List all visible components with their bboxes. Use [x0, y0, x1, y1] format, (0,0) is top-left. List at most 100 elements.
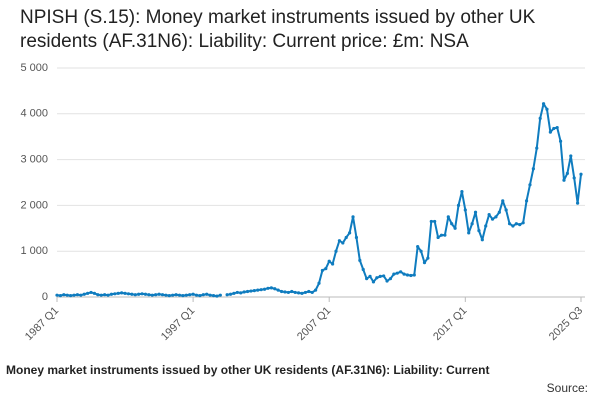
- data-point: [351, 215, 355, 219]
- data-point: [283, 290, 287, 294]
- data-point: [120, 291, 124, 295]
- data-point: [548, 130, 552, 134]
- data-point: [572, 176, 576, 180]
- data-point: [514, 222, 518, 226]
- data-point: [300, 291, 304, 295]
- data-point: [181, 294, 185, 298]
- data-point: [69, 294, 73, 298]
- data-point: [89, 290, 93, 295]
- data-point: [569, 154, 573, 158]
- data-point: [320, 268, 325, 273]
- data-point: [511, 224, 515, 228]
- data-point: [242, 290, 246, 294]
- data-point: [235, 290, 239, 295]
- data-point: [245, 289, 250, 294]
- data-point: [256, 288, 260, 292]
- data-point: [497, 210, 501, 214]
- data-point: [371, 280, 376, 284]
- data-point: [426, 256, 430, 260]
- data-point: [480, 238, 484, 242]
- data-point: [164, 293, 168, 297]
- data-point: [395, 271, 399, 275]
- data-point: [167, 294, 171, 298]
- y-tick-label: 5 000: [20, 62, 48, 74]
- data-point: [109, 292, 114, 296]
- x-tick-label: 1987 Q1: [23, 305, 61, 343]
- data-point: [378, 274, 382, 278]
- data-point: [358, 258, 362, 262]
- data-point: [232, 291, 236, 295]
- data-point: [331, 262, 335, 266]
- data-point: [456, 203, 461, 207]
- data-point: [494, 215, 498, 219]
- data-point: [269, 286, 273, 290]
- data-point: [446, 215, 450, 219]
- data-point: [184, 293, 188, 297]
- data-point: [453, 226, 457, 230]
- data-point: [286, 290, 290, 295]
- source-label: Source:: [546, 381, 588, 395]
- data-point: [276, 288, 280, 292]
- data-point: [72, 293, 76, 297]
- data-point: [157, 292, 161, 296]
- data-point: [487, 212, 491, 217]
- y-tick-label: 0: [42, 291, 48, 303]
- data-point: [541, 102, 546, 106]
- data-point: [126, 292, 131, 296]
- data-point: [405, 273, 410, 277]
- data-point: [96, 293, 100, 297]
- data-point: [225, 293, 229, 297]
- data-point: [75, 293, 80, 297]
- y-tick-label: 4 000: [20, 108, 48, 120]
- data-point: [266, 286, 270, 290]
- data-point: [477, 228, 481, 233]
- y-tick-label: 1 000: [20, 245, 48, 257]
- data-point: [273, 287, 277, 291]
- x-tick-label: 2017 Q1: [431, 305, 469, 343]
- data-point: [82, 292, 86, 296]
- data-point: [402, 272, 406, 276]
- data-point: [313, 288, 318, 292]
- data-point: [55, 293, 59, 297]
- chart-subtitle: Money market instruments issued by other…: [6, 363, 490, 377]
- data-point: [382, 274, 386, 278]
- data-point: [538, 116, 542, 120]
- data-point: [575, 201, 580, 205]
- data-point: [507, 222, 512, 226]
- data-point: [130, 292, 134, 296]
- data-point: [296, 291, 301, 295]
- data-point: [439, 233, 444, 237]
- data-point: [198, 294, 202, 298]
- data-point: [188, 293, 192, 297]
- data-point: [317, 281, 321, 285]
- data-point: [171, 293, 175, 297]
- data-point: [160, 293, 165, 297]
- data-point: [79, 293, 83, 297]
- data-point: [524, 199, 529, 203]
- data-point: [361, 267, 365, 272]
- data-point: [140, 292, 144, 296]
- data-point: [579, 172, 583, 176]
- data-point: [147, 293, 151, 297]
- data-point: [365, 277, 369, 281]
- data-point: [133, 293, 137, 297]
- chart-title: NPISH (S.15): Money market instruments i…: [20, 7, 536, 52]
- data-point: [463, 208, 467, 212]
- data-point: [399, 270, 403, 274]
- data-point: [262, 287, 267, 291]
- data-point: [419, 249, 423, 253]
- data-point: [490, 217, 495, 221]
- data-point: [385, 279, 389, 283]
- data-point: [535, 146, 539, 150]
- data-point: [562, 178, 566, 182]
- data-point: [409, 273, 413, 278]
- data-point: [473, 210, 478, 214]
- data-point: [218, 293, 222, 297]
- data-point: [310, 290, 314, 295]
- data-point: [194, 293, 199, 297]
- data-point: [348, 231, 352, 235]
- data-point: [106, 293, 110, 297]
- data-point: [293, 290, 297, 295]
- data-point: [191, 292, 195, 296]
- data-point: [375, 276, 379, 280]
